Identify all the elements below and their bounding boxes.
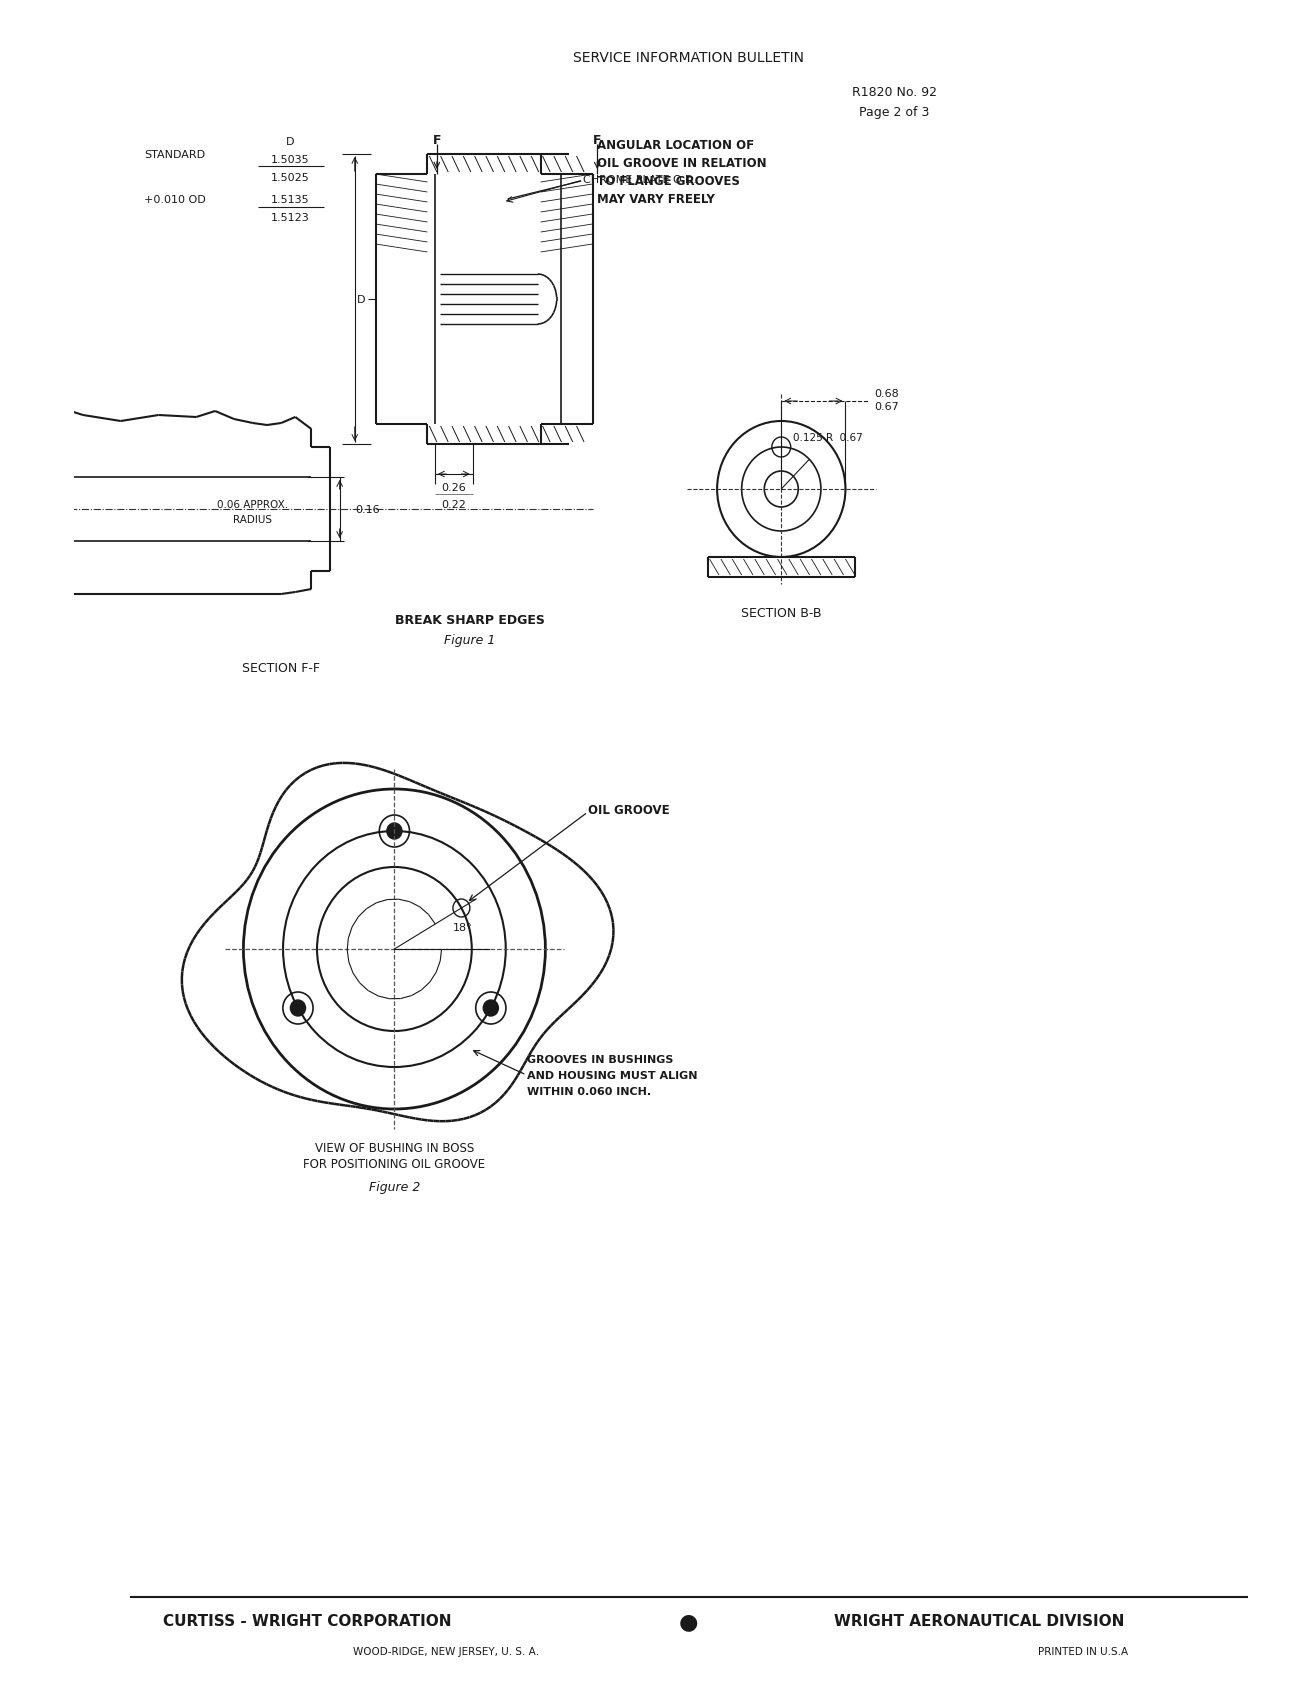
Text: OIL GROOVE: OIL GROOVE bbox=[587, 802, 669, 816]
Text: 1.5035: 1.5035 bbox=[271, 155, 309, 166]
Text: FOR POSITIONING OIL GROOVE: FOR POSITIONING OIL GROOVE bbox=[303, 1159, 485, 1170]
Text: GROOVES IN BUSHINGS: GROOVES IN BUSHINGS bbox=[526, 1054, 673, 1064]
Text: Figure 1: Figure 1 bbox=[444, 633, 496, 647]
Text: VIEW OF BUSHING IN BOSS: VIEW OF BUSHING IN BOSS bbox=[315, 1140, 474, 1154]
Text: 0.68: 0.68 bbox=[874, 388, 899, 399]
Text: 1.5123: 1.5123 bbox=[271, 213, 311, 223]
Text: WITHIN 0.060 INCH.: WITHIN 0.060 INCH. bbox=[526, 1086, 651, 1096]
Text: Figure 2: Figure 2 bbox=[369, 1181, 420, 1194]
Text: 1.5135: 1.5135 bbox=[271, 194, 309, 204]
Text: SECTION F-F: SECTION F-F bbox=[243, 660, 320, 674]
Text: F: F bbox=[592, 133, 602, 147]
Text: 0.67: 0.67 bbox=[874, 402, 899, 412]
Circle shape bbox=[483, 1000, 499, 1017]
Text: 0.06 APPROX.: 0.06 APPROX. bbox=[218, 500, 288, 510]
Text: D: D bbox=[286, 137, 295, 147]
Text: AND HOUSING MUST ALIGN: AND HOUSING MUST ALIGN bbox=[526, 1071, 697, 1081]
Text: 0.26: 0.26 bbox=[441, 483, 466, 493]
Text: WRIGHT AERONAUTICAL DIVISION: WRIGHT AERONAUTICAL DIVISION bbox=[834, 1613, 1125, 1628]
Text: PRINTED IN U.S.A: PRINTED IN U.S.A bbox=[1039, 1647, 1129, 1655]
Text: WOOD-RIDGE, NEW JERSEY, U. S. A.: WOOD-RIDGE, NEW JERSEY, U. S. A. bbox=[354, 1647, 539, 1655]
Text: Page 2 of 3: Page 2 of 3 bbox=[859, 105, 929, 118]
Text: TO FLANGE GROOVES: TO FLANGE GROOVES bbox=[598, 174, 740, 187]
Text: R1820 No. 92: R1820 No. 92 bbox=[852, 86, 937, 98]
Text: 18°: 18° bbox=[453, 922, 472, 932]
Text: BREAK SHARP EDGES: BREAK SHARP EDGES bbox=[395, 613, 544, 627]
Text: SECTION B-B: SECTION B-B bbox=[741, 606, 822, 620]
Text: OIL GROOVE IN RELATION: OIL GROOVE IN RELATION bbox=[598, 157, 767, 169]
Text: ●: ● bbox=[679, 1611, 698, 1632]
Text: CHROME PLATE O.D.: CHROME PLATE O.D. bbox=[583, 176, 697, 184]
Circle shape bbox=[386, 824, 402, 839]
Text: 0.22: 0.22 bbox=[441, 500, 466, 510]
Text: MAY VARY FREELY: MAY VARY FREELY bbox=[598, 193, 715, 206]
Circle shape bbox=[291, 1000, 305, 1017]
Text: +0.010 OD: +0.010 OD bbox=[144, 194, 206, 204]
Text: 1.5025: 1.5025 bbox=[271, 172, 311, 182]
Text: D: D bbox=[358, 296, 365, 304]
Text: F: F bbox=[433, 133, 441, 147]
Text: ANGULAR LOCATION OF: ANGULAR LOCATION OF bbox=[598, 138, 754, 152]
Text: 0.16: 0.16 bbox=[356, 505, 380, 515]
Text: 0.125 R  0.67: 0.125 R 0.67 bbox=[792, 432, 863, 443]
Text: SERVICE INFORMATION BULLETIN: SERVICE INFORMATION BULLETIN bbox=[573, 51, 804, 64]
Text: RADIUS: RADIUS bbox=[234, 515, 273, 525]
Text: STANDARD: STANDARD bbox=[145, 150, 206, 160]
Text: CURTISS - WRIGHT CORPORATION: CURTISS - WRIGHT CORPORATION bbox=[163, 1613, 452, 1628]
